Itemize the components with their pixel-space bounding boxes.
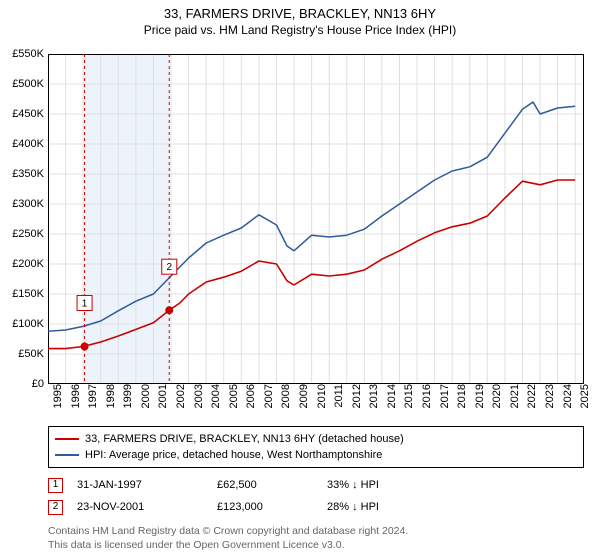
y-tick-label: £0 [32,378,48,390]
transaction-vs-hpi: 28% ↓ HPI [327,496,467,518]
x-tick-label: 1997 [83,384,99,408]
transaction-marker: 2 [48,500,63,515]
x-tick-label: 2020 [487,384,503,408]
y-tick-label: £200K [12,258,48,270]
svg-text:2: 2 [166,262,172,273]
x-tick-label: 2001 [153,384,169,408]
x-tick-label: 2019 [470,384,486,408]
x-tick-label: 2008 [276,384,292,408]
x-tick-label: 2021 [505,384,521,408]
bottom-block: 33, FARMERS DRIVE, BRACKLEY, NN13 6HY (d… [48,426,584,552]
x-tick-label: 2012 [347,384,363,408]
x-tick-label: 2013 [364,384,380,408]
x-tick-label: 2003 [189,384,205,408]
x-tick-label: 2016 [417,384,433,408]
x-tick-label: 2000 [136,384,152,408]
y-tick-label: £400K [12,138,48,150]
legend: 33, FARMERS DRIVE, BRACKLEY, NN13 6HY (d… [48,426,584,468]
x-tick-label: 2018 [452,384,468,408]
transaction-marker: 1 [48,478,63,493]
legend-item: HPI: Average price, detached house, West… [55,447,577,463]
chart-subtitle: Price paid vs. HM Land Registry's House … [0,23,600,37]
x-tick-label: 2015 [399,384,415,408]
footer-line-1: Contains HM Land Registry data © Crown c… [48,524,584,538]
x-tick-label: 2002 [171,384,187,408]
x-tick-label: 2004 [206,384,222,408]
footer-notes: Contains HM Land Registry data © Crown c… [48,524,584,552]
y-tick-label: £100K [12,318,48,330]
legend-label: 33, FARMERS DRIVE, BRACKLEY, NN13 6HY (d… [85,431,404,447]
x-tick-label: 2024 [558,384,574,408]
transaction-vs-hpi: 33% ↓ HPI [327,474,467,496]
x-tick-label: 2010 [312,384,328,408]
legend-label: HPI: Average price, detached house, West… [85,447,382,463]
y-tick-label: £250K [12,228,48,240]
y-tick-label: £350K [12,168,48,180]
y-tick-label: £150K [12,288,48,300]
x-tick-label: 1998 [101,384,117,408]
transaction-price: £123,000 [217,496,327,518]
x-tick-label: 2025 [575,384,591,408]
x-tick-label: 2014 [382,384,398,408]
chart-title: 33, FARMERS DRIVE, BRACKLEY, NN13 6HY [0,6,600,21]
x-tick-label: 2011 [329,384,345,408]
x-tick-label: 2007 [259,384,275,408]
y-tick-label: £500K [12,78,48,90]
transactions-table: 1 31-JAN-1997£62,50033% ↓ HPI 2 23-NOV-2001… [48,474,584,518]
x-tick-label: 2005 [224,384,240,408]
legend-swatch [55,438,79,440]
footer-line-2: This data is licensed under the Open Gov… [48,538,584,552]
transaction-row: 2 23-NOV-2001£123,00028% ↓ HPI [48,496,584,518]
x-tick-label: 1999 [118,384,134,408]
x-tick-label: 1995 [48,384,64,408]
x-tick-label: 2009 [294,384,310,408]
transaction-row: 1 31-JAN-1997£62,50033% ↓ HPI [48,474,584,496]
transaction-price: £62,500 [217,474,327,496]
svg-text:1: 1 [82,299,88,310]
y-tick-label: £550K [12,48,48,60]
line-chart: 12 [48,54,584,384]
x-tick-label: 2017 [435,384,451,408]
y-tick-label: £450K [12,108,48,120]
x-tick-label: 2023 [540,384,556,408]
legend-item: 33, FARMERS DRIVE, BRACKLEY, NN13 6HY (d… [55,431,577,447]
y-tick-label: £50K [18,348,48,360]
x-tick-label: 2006 [241,384,257,408]
x-tick-label: 1996 [66,384,82,408]
y-tick-label: £300K [12,198,48,210]
legend-swatch [55,454,79,456]
plot-area: 12 £0£50K£100K£150K£200K£250K£300K£350K£… [48,54,584,384]
transaction-date: 31-JAN-1997 [77,474,217,496]
transaction-date: 23-NOV-2001 [77,496,217,518]
x-tick-label: 2022 [522,384,538,408]
